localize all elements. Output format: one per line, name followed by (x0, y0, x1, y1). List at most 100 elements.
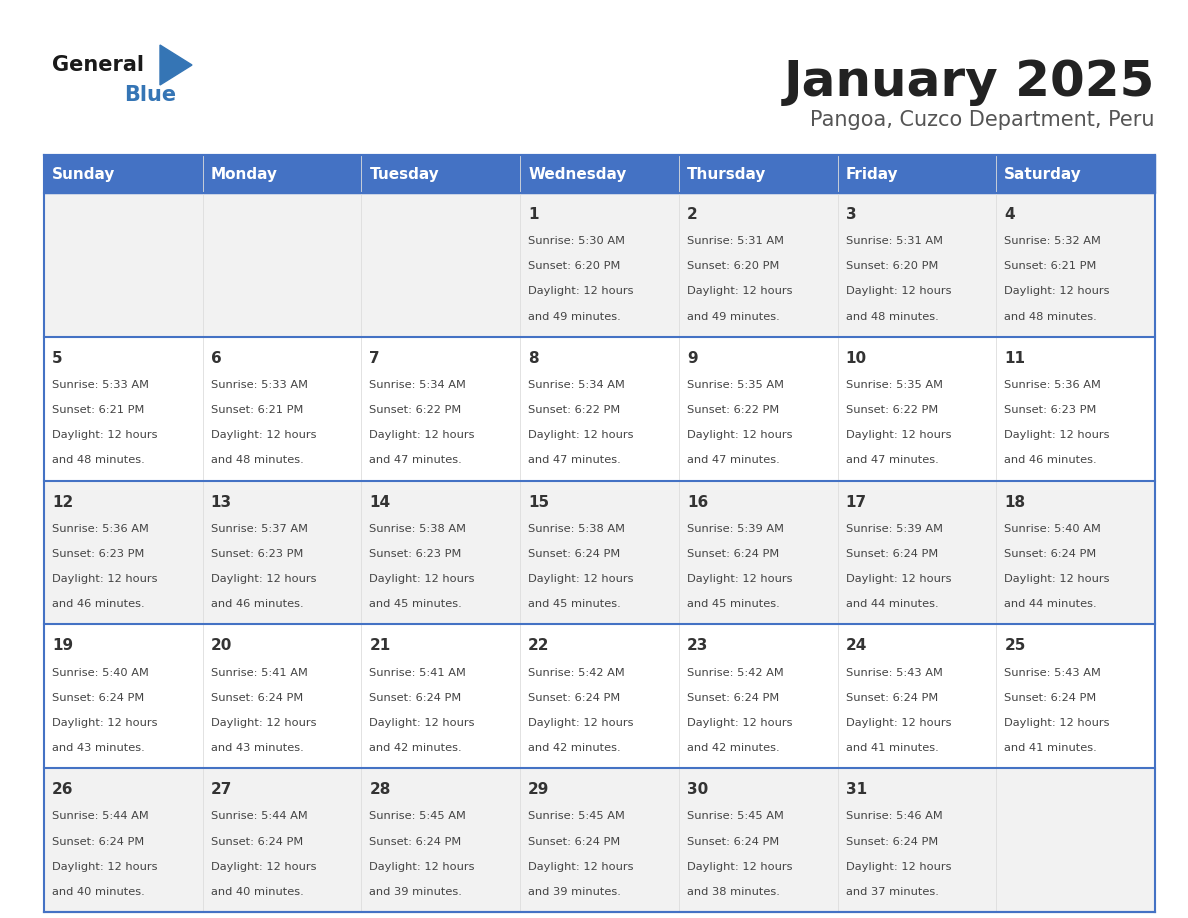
Text: Sunset: 6:24 PM: Sunset: 6:24 PM (846, 836, 937, 846)
Text: Daylight: 12 hours: Daylight: 12 hours (687, 574, 792, 584)
Text: Sunset: 6:24 PM: Sunset: 6:24 PM (210, 836, 303, 846)
Text: Sunrise: 5:34 AM: Sunrise: 5:34 AM (529, 380, 625, 390)
Text: Blue: Blue (124, 85, 176, 105)
Text: Sunset: 6:24 PM: Sunset: 6:24 PM (529, 693, 620, 702)
Text: Daylight: 12 hours: Daylight: 12 hours (210, 718, 316, 728)
Text: and 46 minutes.: and 46 minutes. (1004, 455, 1097, 465)
Text: Sunrise: 5:37 AM: Sunrise: 5:37 AM (210, 524, 308, 533)
Text: Daylight: 12 hours: Daylight: 12 hours (369, 431, 475, 441)
Text: and 48 minutes.: and 48 minutes. (210, 455, 303, 465)
Text: Sunrise: 5:31 AM: Sunrise: 5:31 AM (687, 236, 784, 246)
Text: Sunset: 6:24 PM: Sunset: 6:24 PM (846, 549, 937, 559)
Text: 17: 17 (846, 495, 867, 509)
Text: Daylight: 12 hours: Daylight: 12 hours (529, 286, 633, 297)
Text: Sunrise: 5:40 AM: Sunrise: 5:40 AM (52, 667, 148, 677)
Text: 4: 4 (1004, 207, 1015, 222)
Text: Sunrise: 5:39 AM: Sunrise: 5:39 AM (846, 524, 942, 533)
Text: Sunset: 6:23 PM: Sunset: 6:23 PM (369, 549, 462, 559)
Text: Sunrise: 5:33 AM: Sunrise: 5:33 AM (52, 380, 148, 390)
Text: Sunrise: 5:33 AM: Sunrise: 5:33 AM (210, 380, 308, 390)
Text: and 37 minutes.: and 37 minutes. (846, 887, 939, 897)
Text: 22: 22 (529, 638, 550, 654)
Text: Daylight: 12 hours: Daylight: 12 hours (369, 574, 475, 584)
Text: and 40 minutes.: and 40 minutes. (210, 887, 303, 897)
Text: and 48 minutes.: and 48 minutes. (1004, 311, 1097, 321)
Text: Daylight: 12 hours: Daylight: 12 hours (210, 574, 316, 584)
Text: Sunday: Sunday (52, 166, 115, 182)
Text: and 42 minutes.: and 42 minutes. (687, 743, 779, 753)
Bar (44, 193, 1155, 337)
Text: and 46 minutes.: and 46 minutes. (52, 599, 145, 610)
Text: Sunset: 6:22 PM: Sunset: 6:22 PM (369, 405, 462, 415)
Text: 7: 7 (369, 351, 380, 365)
Text: 26: 26 (52, 782, 74, 797)
Text: Sunrise: 5:38 AM: Sunrise: 5:38 AM (369, 524, 467, 533)
Text: and 39 minutes.: and 39 minutes. (369, 887, 462, 897)
Text: Sunset: 6:24 PM: Sunset: 6:24 PM (52, 693, 144, 702)
Text: Sunrise: 5:41 AM: Sunrise: 5:41 AM (369, 667, 467, 677)
Text: 16: 16 (687, 495, 708, 509)
Text: Sunset: 6:24 PM: Sunset: 6:24 PM (1004, 693, 1097, 702)
Text: Sunrise: 5:35 AM: Sunrise: 5:35 AM (687, 380, 784, 390)
Text: Daylight: 12 hours: Daylight: 12 hours (1004, 286, 1110, 297)
Text: Daylight: 12 hours: Daylight: 12 hours (846, 286, 952, 297)
Text: General: General (52, 55, 144, 75)
Text: Sunrise: 5:42 AM: Sunrise: 5:42 AM (687, 667, 784, 677)
Text: Sunrise: 5:35 AM: Sunrise: 5:35 AM (846, 380, 942, 390)
Text: Daylight: 12 hours: Daylight: 12 hours (687, 431, 792, 441)
Text: Sunset: 6:20 PM: Sunset: 6:20 PM (687, 262, 779, 272)
Text: 5: 5 (52, 351, 63, 365)
Bar (44, 768, 1155, 912)
Text: and 47 minutes.: and 47 minutes. (529, 455, 621, 465)
Text: 28: 28 (369, 782, 391, 797)
Text: Sunrise: 5:42 AM: Sunrise: 5:42 AM (529, 667, 625, 677)
Text: and 41 minutes.: and 41 minutes. (1004, 743, 1097, 753)
Text: and 45 minutes.: and 45 minutes. (687, 599, 779, 610)
Text: and 49 minutes.: and 49 minutes. (529, 311, 621, 321)
Text: Sunrise: 5:38 AM: Sunrise: 5:38 AM (529, 524, 625, 533)
Text: 25: 25 (1004, 638, 1025, 654)
Text: Sunset: 6:21 PM: Sunset: 6:21 PM (210, 405, 303, 415)
Text: 24: 24 (846, 638, 867, 654)
Text: Daylight: 12 hours: Daylight: 12 hours (1004, 431, 1110, 441)
Text: Sunrise: 5:31 AM: Sunrise: 5:31 AM (846, 236, 942, 246)
Text: Thursday: Thursday (687, 166, 766, 182)
Text: Sunset: 6:24 PM: Sunset: 6:24 PM (52, 836, 144, 846)
Text: 19: 19 (52, 638, 74, 654)
Text: Sunrise: 5:45 AM: Sunrise: 5:45 AM (529, 812, 625, 822)
Text: Sunset: 6:20 PM: Sunset: 6:20 PM (846, 262, 939, 272)
Text: Sunrise: 5:40 AM: Sunrise: 5:40 AM (1004, 524, 1101, 533)
Text: Sunrise: 5:45 AM: Sunrise: 5:45 AM (369, 812, 467, 822)
Text: and 45 minutes.: and 45 minutes. (369, 599, 462, 610)
Text: Saturday: Saturday (1004, 166, 1082, 182)
Text: Sunset: 6:24 PM: Sunset: 6:24 PM (687, 836, 779, 846)
Text: Daylight: 12 hours: Daylight: 12 hours (529, 718, 633, 728)
Text: Sunrise: 5:45 AM: Sunrise: 5:45 AM (687, 812, 784, 822)
Text: Pangoa, Cuzco Department, Peru: Pangoa, Cuzco Department, Peru (810, 110, 1155, 130)
Text: Sunrise: 5:43 AM: Sunrise: 5:43 AM (1004, 667, 1101, 677)
Text: Daylight: 12 hours: Daylight: 12 hours (210, 431, 316, 441)
Text: Daylight: 12 hours: Daylight: 12 hours (687, 286, 792, 297)
Text: Daylight: 12 hours: Daylight: 12 hours (846, 718, 952, 728)
Text: Daylight: 12 hours: Daylight: 12 hours (1004, 718, 1110, 728)
Text: Sunset: 6:22 PM: Sunset: 6:22 PM (529, 405, 620, 415)
Text: Sunrise: 5:34 AM: Sunrise: 5:34 AM (369, 380, 467, 390)
Text: Sunrise: 5:46 AM: Sunrise: 5:46 AM (846, 812, 942, 822)
Text: and 41 minutes.: and 41 minutes. (846, 743, 939, 753)
Text: 21: 21 (369, 638, 391, 654)
Text: Daylight: 12 hours: Daylight: 12 hours (52, 862, 158, 872)
Text: and 42 minutes.: and 42 minutes. (529, 743, 621, 753)
Text: and 40 minutes.: and 40 minutes. (52, 887, 145, 897)
Text: 3: 3 (846, 207, 857, 222)
Text: and 43 minutes.: and 43 minutes. (210, 743, 303, 753)
Text: 23: 23 (687, 638, 708, 654)
Text: 14: 14 (369, 495, 391, 509)
Text: Daylight: 12 hours: Daylight: 12 hours (529, 431, 633, 441)
Text: and 44 minutes.: and 44 minutes. (1004, 599, 1097, 610)
Text: Sunset: 6:23 PM: Sunset: 6:23 PM (52, 549, 145, 559)
Text: 30: 30 (687, 782, 708, 797)
Text: and 48 minutes.: and 48 minutes. (846, 311, 939, 321)
Text: Sunset: 6:20 PM: Sunset: 6:20 PM (529, 262, 620, 272)
Text: Sunrise: 5:44 AM: Sunrise: 5:44 AM (52, 812, 148, 822)
Text: Daylight: 12 hours: Daylight: 12 hours (52, 574, 158, 584)
